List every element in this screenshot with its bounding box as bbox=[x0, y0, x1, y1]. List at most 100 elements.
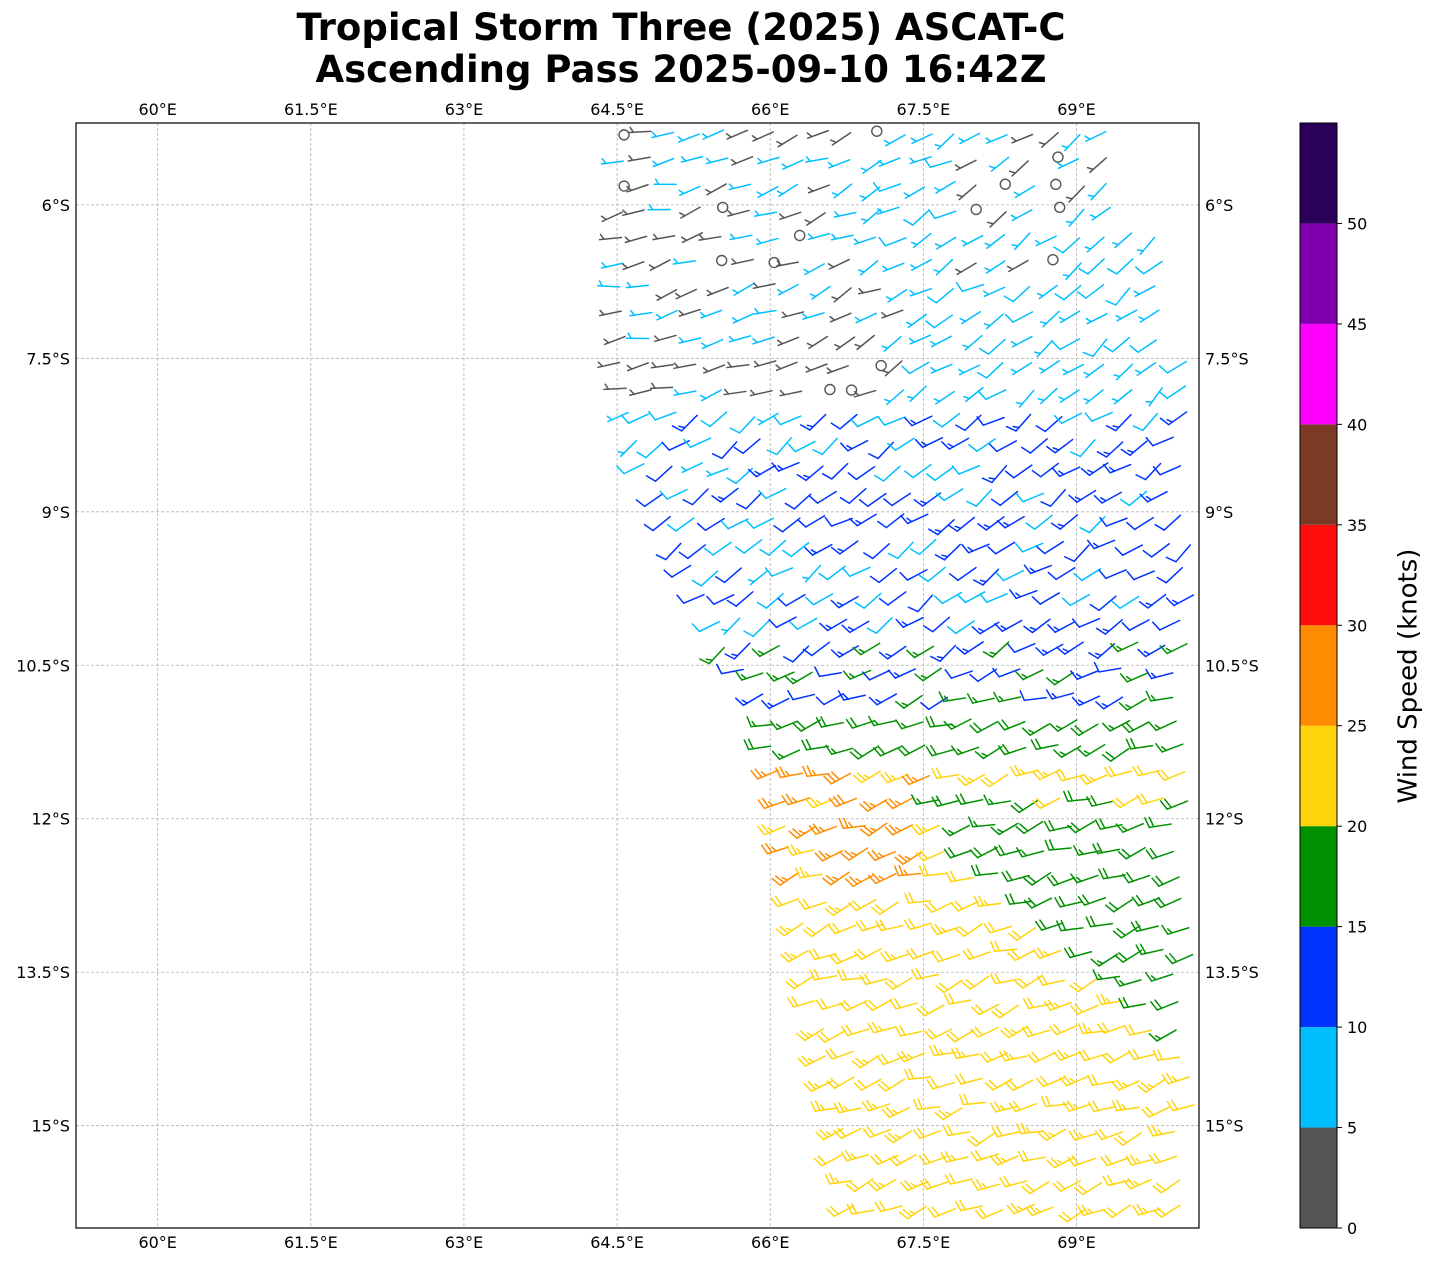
wind-barb bbox=[673, 389, 697, 396]
wind-barb bbox=[1118, 698, 1147, 711]
wind-barb bbox=[1095, 696, 1124, 710]
wind-barb bbox=[1088, 643, 1116, 660]
wind-barb bbox=[802, 641, 831, 657]
wind-barb bbox=[1111, 1099, 1140, 1112]
wind-barb bbox=[930, 644, 957, 663]
colorbar-tick-label: 40 bbox=[1347, 415, 1367, 434]
wind-barb bbox=[971, 1003, 1000, 1016]
wind-barb bbox=[925, 744, 955, 757]
wind-barb bbox=[904, 415, 933, 427]
wind-barb bbox=[756, 592, 784, 609]
wind-barb bbox=[1016, 1122, 1044, 1135]
wind-barb bbox=[859, 822, 888, 837]
wind-barb bbox=[913, 492, 942, 507]
wind-barb bbox=[600, 211, 624, 223]
wind-barb bbox=[1015, 820, 1044, 835]
wind-barb bbox=[731, 313, 755, 324]
wind-barb bbox=[973, 568, 1000, 586]
wind-barb bbox=[1111, 795, 1140, 809]
wind-barb bbox=[1119, 672, 1149, 683]
wind-barb bbox=[909, 258, 932, 271]
wind-barb bbox=[980, 773, 1009, 788]
wind-barb bbox=[714, 567, 742, 584]
wind-barb bbox=[848, 513, 877, 527]
wind-barb bbox=[629, 389, 652, 396]
wind-barb bbox=[1144, 971, 1174, 982]
wind-barb bbox=[1105, 287, 1131, 306]
wind-barb bbox=[970, 203, 982, 216]
wind-barb bbox=[663, 564, 692, 578]
wind-barb bbox=[1165, 594, 1195, 607]
wind-barb bbox=[999, 178, 1011, 190]
wind-barb bbox=[926, 287, 955, 304]
wind-barb bbox=[1166, 1099, 1195, 1112]
wind-barb bbox=[1077, 1022, 1106, 1035]
wind-barb bbox=[747, 569, 769, 586]
wind-barb bbox=[928, 519, 955, 536]
longitude-label-bottom: 67.5°E bbox=[896, 1233, 950, 1252]
wind-barb bbox=[1114, 949, 1143, 963]
wind-barb bbox=[1134, 260, 1163, 275]
wind-barb bbox=[678, 337, 702, 344]
wind-barb bbox=[1069, 978, 1097, 993]
wind-barb bbox=[911, 823, 940, 836]
colorbar-tick-label: 45 bbox=[1347, 315, 1367, 334]
wind-barb bbox=[680, 155, 704, 163]
wind-barb bbox=[597, 361, 621, 369]
wind-barb bbox=[987, 211, 1007, 228]
wind-barb bbox=[819, 618, 848, 632]
wind-barb bbox=[1093, 661, 1122, 673]
wind-barb bbox=[904, 463, 932, 479]
wind-barb bbox=[914, 667, 942, 682]
wind-barb bbox=[931, 950, 961, 963]
wind-barb bbox=[1137, 1079, 1165, 1093]
wind-barb bbox=[983, 922, 1013, 934]
wind-barb bbox=[933, 390, 955, 405]
wind-barb bbox=[918, 1153, 948, 1165]
wind-barb bbox=[650, 361, 674, 369]
wind-barb bbox=[845, 1178, 874, 1193]
wind-barb bbox=[1161, 924, 1190, 935]
wind-barb bbox=[1103, 336, 1131, 353]
wind-barb bbox=[859, 799, 888, 812]
wind-barb bbox=[814, 850, 843, 862]
wind-barb bbox=[996, 515, 1025, 529]
wind-barb bbox=[756, 237, 779, 246]
wind-barb bbox=[706, 594, 735, 605]
wind-barb bbox=[648, 259, 671, 271]
wind-barb bbox=[1065, 185, 1086, 203]
wind-barb bbox=[652, 157, 675, 168]
wind-barb bbox=[1130, 920, 1159, 933]
wind-barb bbox=[622, 261, 645, 271]
wind-barb bbox=[957, 773, 986, 787]
wind-barb bbox=[1123, 1178, 1152, 1190]
wind-barb bbox=[603, 335, 626, 346]
wind-barb bbox=[895, 694, 923, 709]
wind-barb bbox=[978, 389, 1007, 401]
wind-barb bbox=[1141, 1106, 1170, 1118]
map-axis-labels: 60°E 60°E 61.5°E 61.5°E 63°E 63°E 64.5°E 64.5°E… bbox=[16, 100, 1259, 1252]
wind-barb bbox=[926, 466, 954, 481]
wind-barb bbox=[1145, 847, 1174, 860]
wind-barb bbox=[840, 847, 869, 861]
wind-barb bbox=[918, 566, 946, 583]
colorbar-bin bbox=[1300, 625, 1337, 726]
wind-barb bbox=[978, 338, 1006, 355]
wind-barb bbox=[825, 1048, 854, 1060]
wind-barb bbox=[884, 797, 913, 810]
wind-barb bbox=[1088, 1100, 1117, 1113]
longitude-label-top: 61.5°E bbox=[284, 100, 338, 119]
wind-barb bbox=[875, 919, 904, 932]
colorbar-bin bbox=[1300, 1127, 1337, 1228]
wind-barb-field bbox=[597, 125, 1195, 1223]
wind-barb bbox=[849, 746, 878, 760]
wind-barb bbox=[1025, 514, 1053, 530]
wind-barb bbox=[1156, 566, 1184, 584]
wind-barb bbox=[720, 617, 741, 635]
wind-barb bbox=[826, 1076, 855, 1089]
wind-barb bbox=[1113, 363, 1134, 381]
wind-barb bbox=[901, 361, 930, 375]
longitude-label-top: 66°E bbox=[751, 100, 789, 119]
wind-barb bbox=[822, 871, 850, 886]
wind-barb bbox=[606, 411, 629, 423]
